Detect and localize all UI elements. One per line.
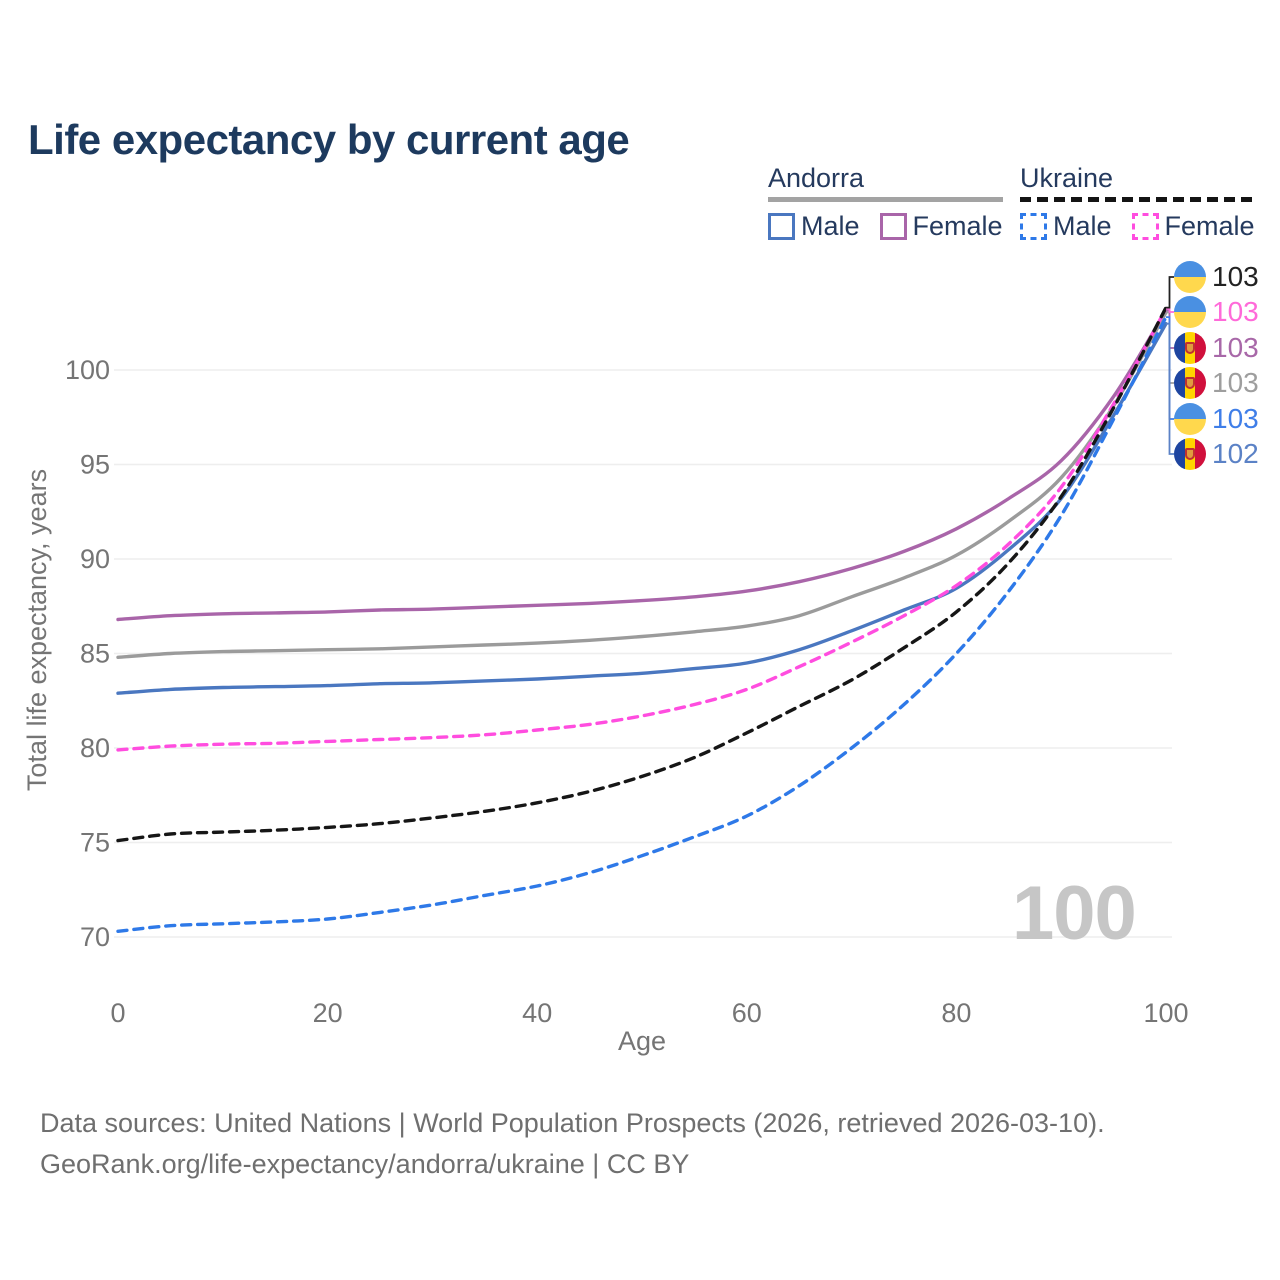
data-sources-line2[interactable]: GeoRank.org/life-expectancy/andorra/ukra… [40,1149,690,1179]
andorra-flag-icon [1174,438,1206,470]
ukraine-flag-icon [1174,296,1206,328]
end-label-row: 103 [1174,331,1259,365]
ukraine-line-style-sample [1020,197,1255,202]
series-line-andorra-female[interactable] [116,308,1168,622]
ukraine-female-swatch [1131,213,1159,240]
x-tick-label: 60 [732,998,762,1028]
age-watermark: 100 [1012,871,1137,956]
y-tick-label: 100 [65,355,110,385]
y-tick-label: 70 [80,922,110,952]
legend-label-male: Male [801,211,860,241]
end-label-row: 103 [1174,366,1259,400]
x-tick-label: 0 [110,998,125,1028]
end-label-row: 103 [1174,260,1259,294]
x-tick-label: 40 [522,998,552,1028]
end-label-value: 103 [1212,261,1259,292]
end-label-value: 102 [1212,438,1259,469]
series-line-ukraine-female[interactable] [116,306,1168,752]
leader-line [1166,307,1174,313]
ukraine-flag-icon [1174,261,1206,293]
end-label-value: 103 [1212,332,1259,363]
series-line-ukraine-male[interactable] [116,315,1168,933]
legend-group-andorra: Andorra Male Female [768,163,1003,242]
data-sources: Data sources: United Nations | World Pop… [40,1103,1105,1185]
y-tick-label: 75 [80,828,110,858]
end-label-value: 103 [1212,296,1259,327]
end-label-row: 102 [1174,437,1259,471]
page-title: Life expectancy by current age [28,116,630,164]
x-tick-label: 100 [1143,998,1188,1028]
leader-line [1166,276,1174,309]
y-tick-label: 90 [80,544,110,574]
y-tick-label: 95 [80,450,110,480]
x-tick-label: 80 [941,998,971,1028]
andorra-female-swatch [879,213,907,240]
legend-label-female: Female [1164,211,1255,241]
andorra-flag-icon [1174,332,1206,364]
andorra-male-swatch [768,213,795,240]
legend-item-andorra-male[interactable]: Male [768,211,860,242]
x-tick-label: 20 [313,998,343,1028]
legend-item-ukraine-female[interactable]: Female [1131,211,1255,242]
end-label-value: 103 [1212,403,1259,434]
leader-line [1166,322,1174,455]
series-line-andorra-male[interactable] [116,322,1168,695]
end-label-value: 103 [1212,367,1259,398]
x-axis-title: Age [618,1026,666,1056]
legend-label-female: Female [912,211,1003,241]
ukraine-flag-icon [1174,403,1206,435]
legend-group-ukraine: Ukraine Male Female [1020,163,1255,242]
andorra-flag-icon [1174,367,1206,399]
y-axis-title: Total life expectancy, years [22,469,52,791]
y-tick-label: 80 [80,733,110,763]
series-line-ukraine-total[interactable] [116,305,1168,843]
legend-country-ukraine[interactable]: Ukraine [1020,163,1114,193]
legend-item-ukraine-male[interactable]: Male [1020,211,1112,242]
end-label-row: 103 [1174,402,1259,436]
y-tick-label: 85 [80,639,110,669]
legend-item-andorra-female[interactable]: Female [879,211,1003,242]
end-label-row: 103 [1174,295,1259,329]
legend-label-male: Male [1053,211,1112,241]
legend-country-andorra[interactable]: Andorra [768,163,865,193]
series-line-andorra-total[interactable] [116,310,1168,659]
andorra-line-style-sample [768,197,1003,202]
ukraine-male-swatch [1020,213,1047,240]
data-sources-line1: Data sources: United Nations | World Pop… [40,1108,1105,1138]
